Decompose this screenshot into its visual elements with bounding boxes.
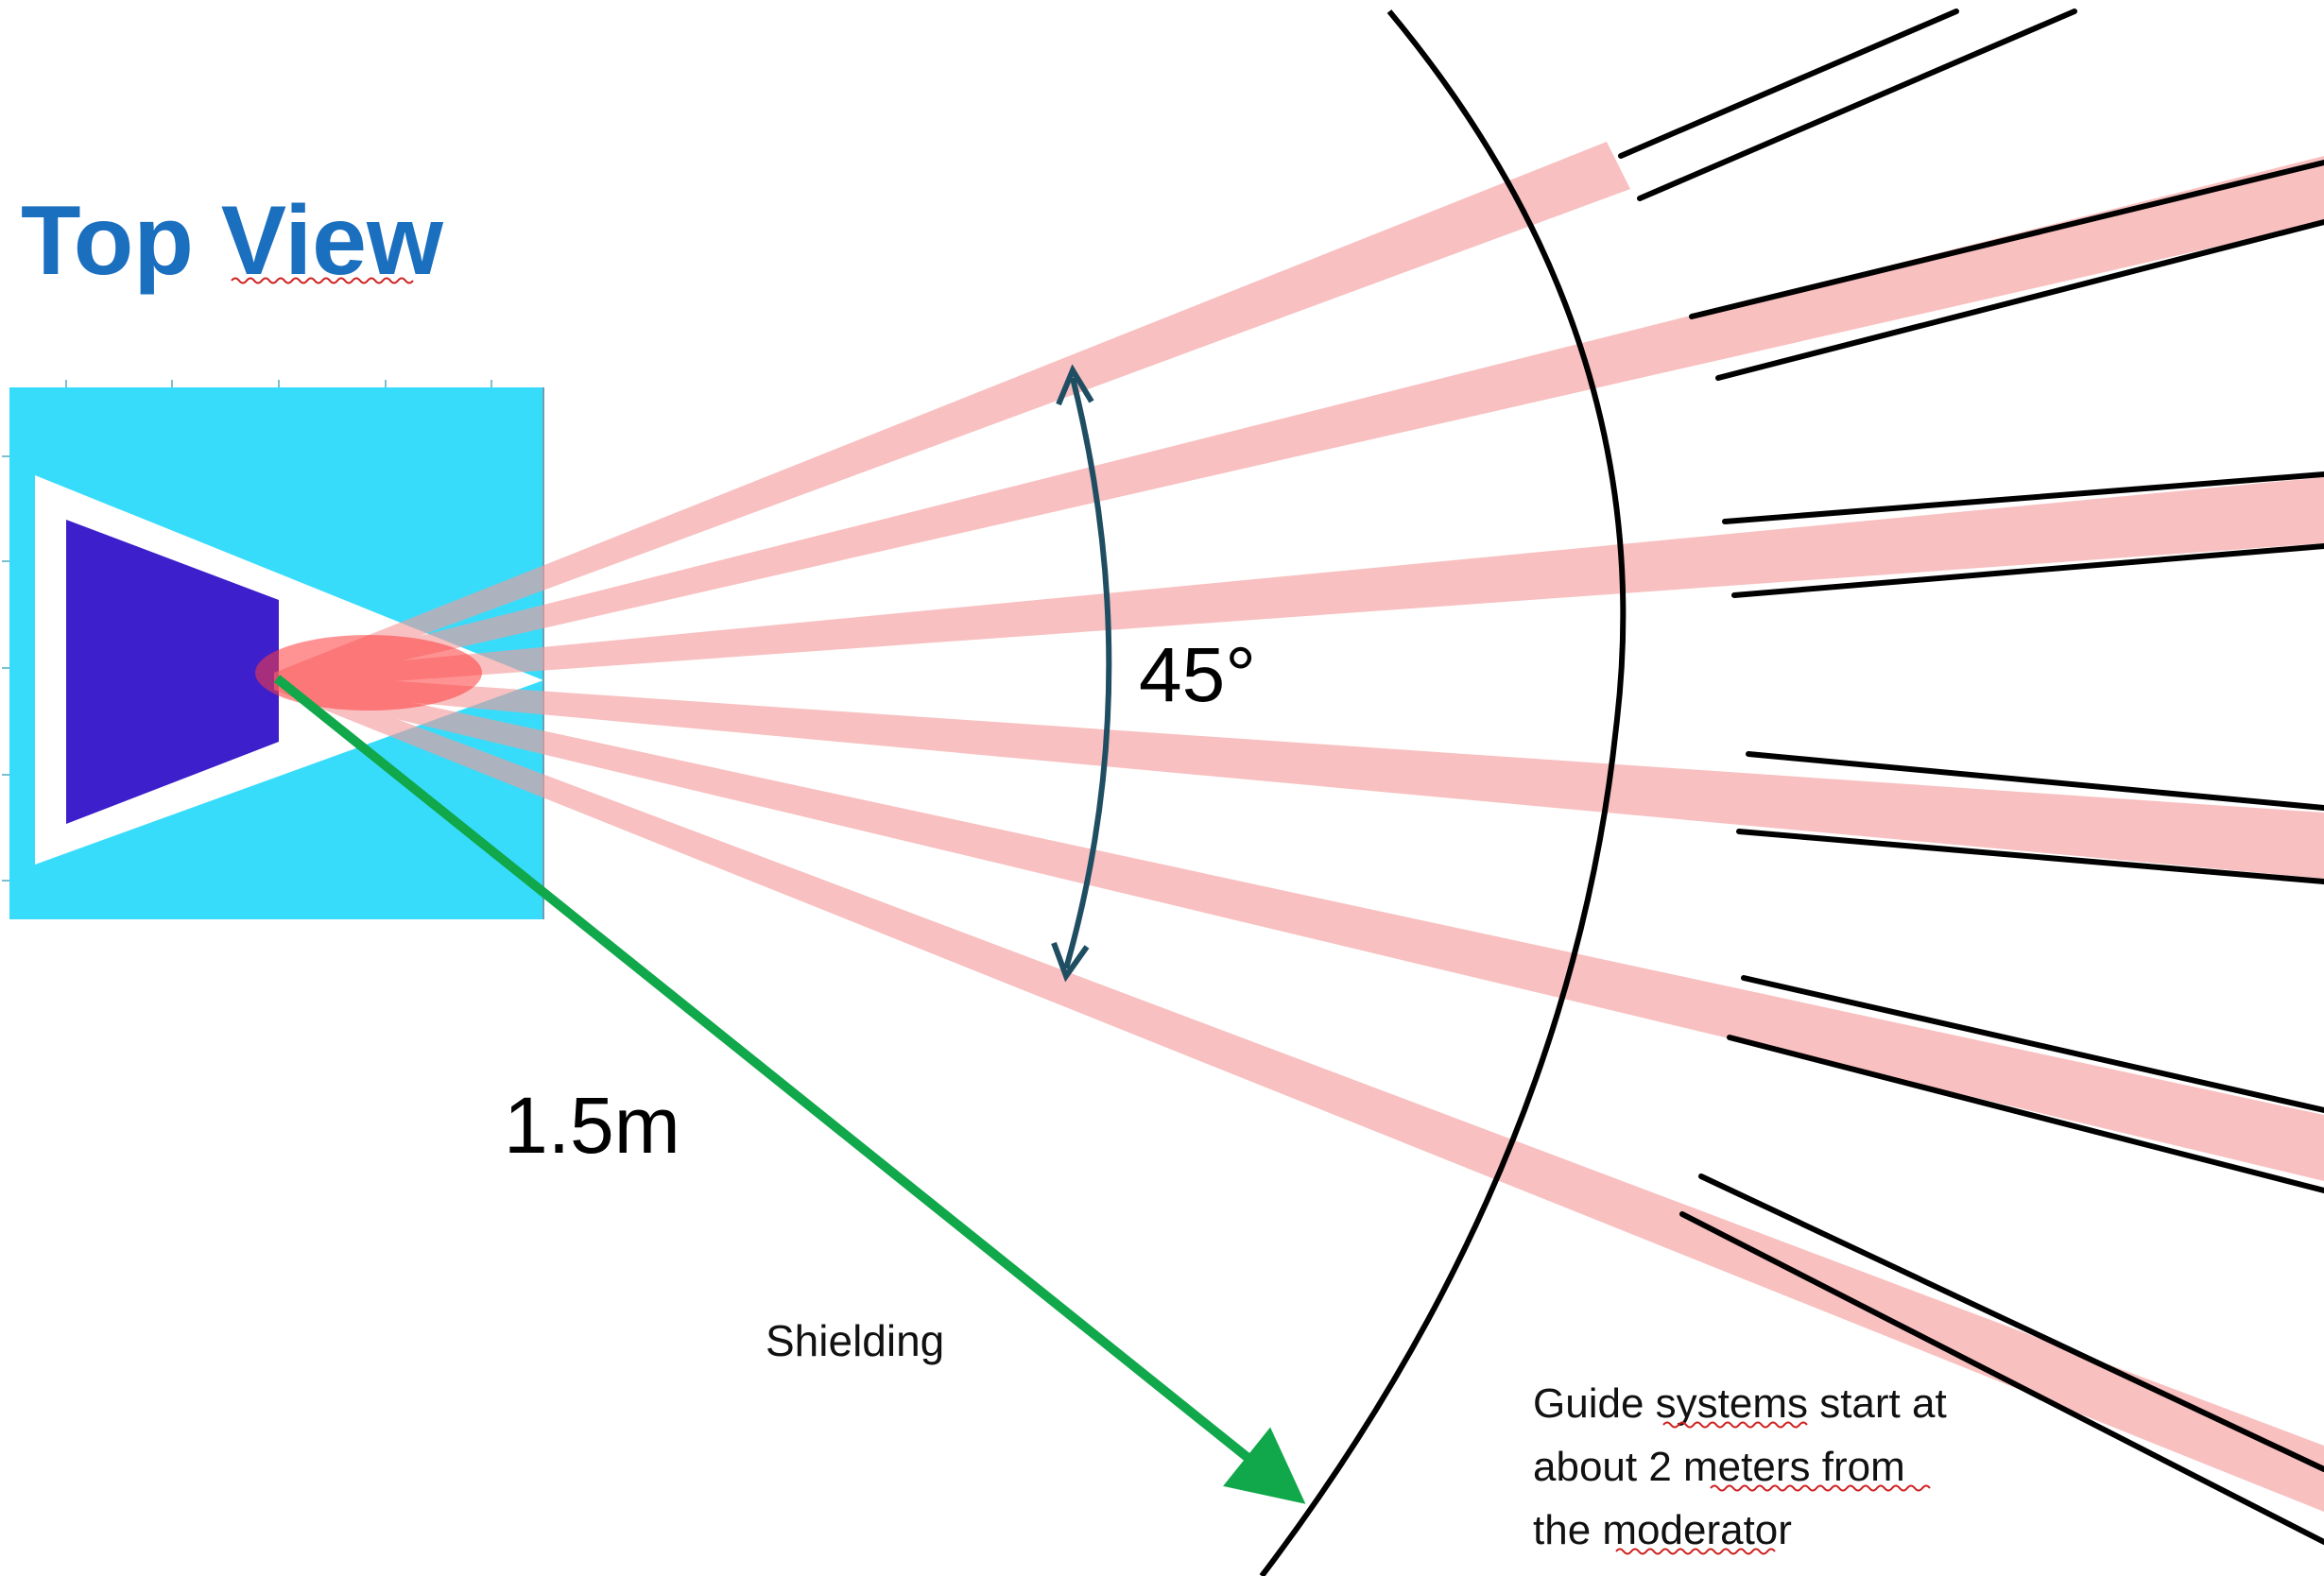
beam-1 bbox=[274, 142, 1630, 690]
guide-1-top bbox=[1618, 9, 1959, 159]
angle-indicator bbox=[1051, 364, 1112, 983]
guide-2-bottom bbox=[1715, 219, 2324, 381]
beam-4 bbox=[274, 673, 2324, 879]
beam-5 bbox=[274, 673, 2324, 1181]
angle-arrowhead-bottom bbox=[1051, 941, 1090, 983]
guide-note-line-1: Guide systems start at bbox=[1533, 1380, 1947, 1427]
guide-note: Guide systems start at about 2 meters fr… bbox=[1533, 1380, 1947, 1555]
guide-6-bottom bbox=[1679, 1211, 2324, 1545]
angle-arrowhead-top bbox=[1056, 364, 1094, 406]
shielding-label: Shielding bbox=[766, 1316, 944, 1365]
moderator-core bbox=[66, 520, 279, 824]
guide-5-bottom bbox=[1727, 1035, 2324, 1193]
radius-arrow bbox=[273, 675, 1306, 1504]
guide-4-top bbox=[1746, 751, 2324, 811]
note-spellcheck-underline-1 bbox=[1662, 1421, 1808, 1429]
guide-3-top bbox=[1722, 471, 2324, 524]
box-ticks bbox=[2, 380, 492, 882]
note-spellcheck-underline-3 bbox=[1615, 1548, 1776, 1555]
angle-label: 45° bbox=[1139, 632, 1256, 718]
guide-note-line-2: about 2 meters from bbox=[1533, 1444, 1905, 1490]
radius-label: 1.5m bbox=[504, 1081, 680, 1170]
guide-3-bottom bbox=[1731, 543, 2324, 598]
guide-lines bbox=[1618, 9, 2324, 1545]
guide-2-top bbox=[1689, 160, 2324, 319]
guide-5-top bbox=[1741, 975, 2324, 1113]
title-spellcheck-underline bbox=[231, 277, 414, 284]
guide-note-line-3: the moderator bbox=[1533, 1507, 1792, 1553]
note-spellcheck-underline-2 bbox=[1710, 1484, 1931, 1492]
guide-4-bottom bbox=[1736, 829, 2324, 884]
guide-1-bottom bbox=[1637, 9, 2077, 201]
beam-fan bbox=[274, 142, 2324, 1512]
diagram-title: Top View bbox=[21, 186, 444, 296]
beam-6 bbox=[274, 673, 2324, 1512]
moderator-assembly bbox=[2, 380, 544, 919]
angle-arc bbox=[1063, 377, 1112, 969]
beam-3 bbox=[274, 477, 2324, 690]
beam-core-glow bbox=[255, 635, 482, 711]
shielding-boundary-arc bbox=[1259, 9, 1627, 1576]
guide-6-top bbox=[1698, 1173, 2324, 1472]
